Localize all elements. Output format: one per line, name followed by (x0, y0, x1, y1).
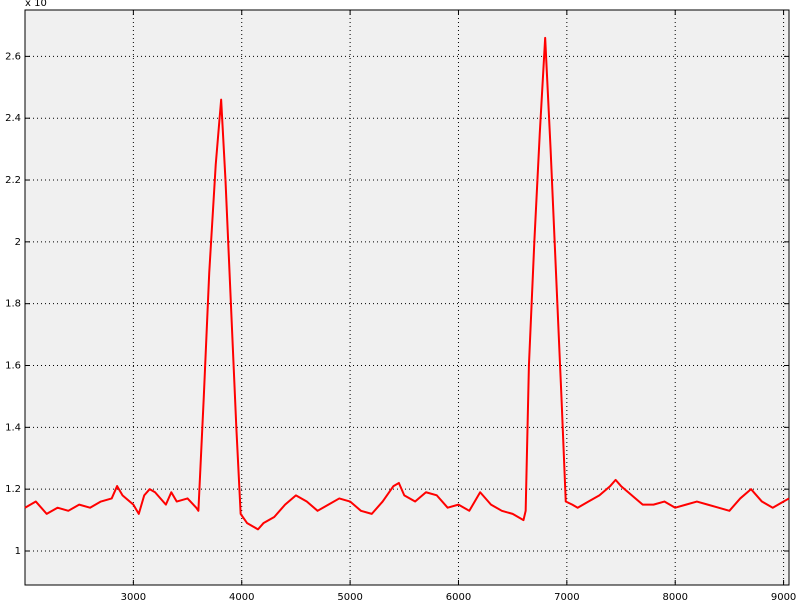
x-tick-label: 3000 (121, 592, 146, 603)
axes-box (24, 9, 790, 586)
plot-area (25, 10, 789, 585)
x-tick-label: 7000 (554, 592, 579, 603)
x-tick-label: 8000 (662, 592, 687, 603)
y-tick-label: 1.2 (5, 484, 21, 495)
y-tick-label: 1 (15, 546, 21, 557)
exponent-label: x 10 (25, 0, 47, 9)
y-tick-label: 2.6 (5, 51, 21, 62)
y-tick-label: 1.4 (5, 422, 21, 433)
x-tick-label: 9000 (771, 592, 796, 603)
data-line (24, 36, 790, 531)
y-tick-label: 1.8 (5, 299, 21, 310)
x-tick-label: 5000 (337, 592, 362, 603)
y-tick-label: 1.6 (5, 361, 21, 372)
y-tick-label: 2.2 (5, 175, 21, 186)
x-tick-label: 4000 (229, 592, 254, 603)
y-tick-label: 2 (15, 237, 21, 248)
x-tick-label: 6000 (446, 592, 471, 603)
y-tick-label: 2.4 (5, 113, 21, 124)
